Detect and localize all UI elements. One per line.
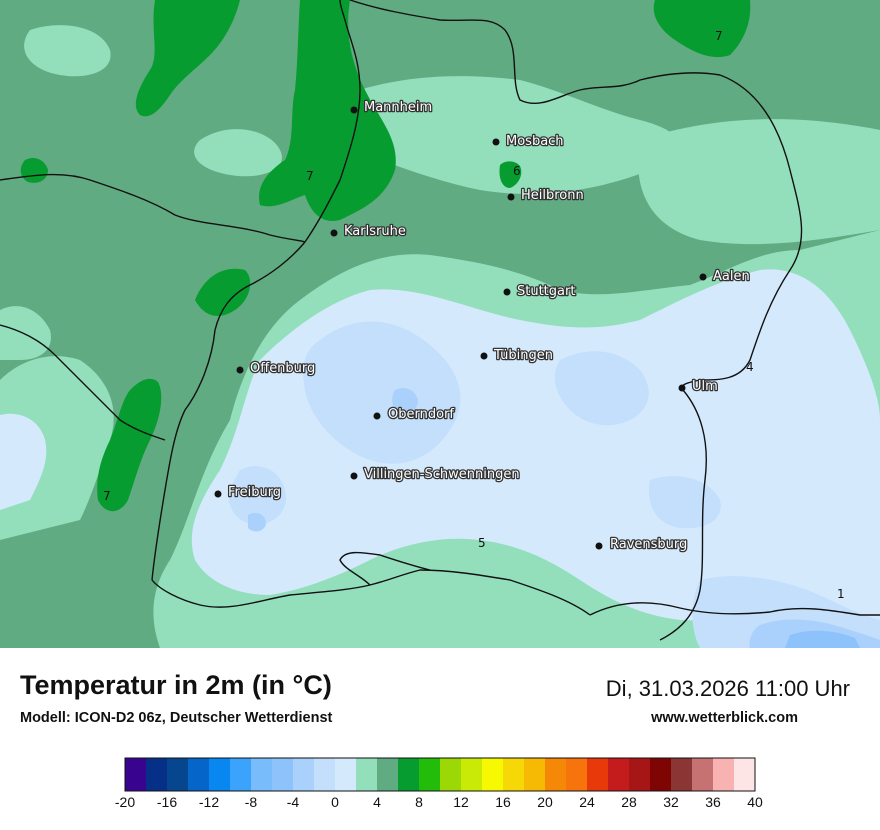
city-aalen: Aalen — [699, 268, 751, 285]
city-villingen-schwenningen: Villingen-Schwenningen — [350, 466, 521, 483]
city-oberndorf: Oberndorf — [373, 406, 456, 423]
legend-bin — [167, 758, 188, 791]
svg-text:Aalen: Aalen — [713, 269, 750, 284]
state-borders — [0, 0, 880, 641]
legend-bin — [188, 758, 209, 791]
legend-tick-label: 16 — [495, 794, 511, 810]
city-mosbach: Mosbach — [492, 133, 565, 150]
temperature-map: 7 6 7 4 7 5 1 Mannheim Mosbach Heilbronn… — [0, 0, 880, 648]
legend-tick-label: 32 — [663, 794, 679, 810]
legend-tick-label: 0 — [331, 794, 339, 810]
contour-label: 7 — [715, 29, 723, 43]
contour-label: 5 — [478, 536, 486, 550]
legend-tick-label: 40 — [747, 794, 763, 810]
temp-zone-6-8 — [20, 0, 751, 512]
city-stuttgart: Stuttgart — [503, 283, 577, 300]
contour-label: 1 — [837, 587, 845, 601]
svg-text:Stuttgart: Stuttgart — [517, 284, 575, 299]
legend-bin — [398, 758, 419, 791]
svg-text:Offenburg: Offenburg — [250, 361, 315, 376]
legend-bin — [650, 758, 671, 791]
legend-bin — [545, 758, 566, 791]
legend-tick-label: 12 — [453, 794, 469, 810]
legend-bin — [440, 758, 461, 791]
legend-bin — [335, 758, 356, 791]
svg-text:Villingen-Schwenningen: Villingen-Schwenningen — [364, 467, 520, 482]
legend-tick-label: 20 — [537, 794, 553, 810]
cities: Mannheim Mosbach Heilbronn Karlsruhe Stu… — [214, 99, 751, 553]
svg-text:Tübingen: Tübingen — [493, 348, 553, 363]
legend-bin — [587, 758, 608, 791]
legend-bin — [524, 758, 545, 791]
svg-text:Ravensburg: Ravensburg — [610, 537, 687, 552]
svg-text:Heilbronn: Heilbronn — [521, 188, 584, 203]
contour-label: 6 — [513, 164, 521, 178]
legend-bin — [230, 758, 251, 791]
svg-text:Ulm: Ulm — [692, 379, 718, 394]
legend-tick-label: 28 — [621, 794, 637, 810]
legend-tick-label: 24 — [579, 794, 595, 810]
map-title: Temperatur in 2m (in °C) — [20, 670, 332, 700]
color-legend: -20 -16 -12 -8 -4 0 4 8 12 16 20 24 28 32 36 40 — [115, 757, 763, 810]
website-link[interactable]: www.wetterblick.com — [651, 710, 798, 726]
legend-bin — [209, 758, 230, 791]
legend-bin — [482, 758, 503, 791]
svg-text:Oberndorf: Oberndorf — [388, 407, 454, 422]
city-ravensburg: Ravensburg — [595, 536, 689, 553]
legend-bin — [125, 758, 146, 791]
legend-bin — [608, 758, 629, 791]
legend-bin — [356, 758, 377, 791]
forecast-datetime: Di, 31.03.2026 11:00 Uhr — [605, 676, 850, 701]
legend-tick-label: 4 — [373, 794, 381, 810]
svg-text:Freiburg: Freiburg — [228, 485, 281, 500]
city-mannheim: Mannheim — [350, 99, 433, 116]
contour-label: 4 — [746, 360, 754, 374]
city-heilbronn: Heilbronn — [507, 187, 585, 204]
legend-bin — [503, 758, 524, 791]
contour-labels: 7 6 7 4 7 5 1 — [103, 29, 845, 601]
legend-bin — [293, 758, 314, 791]
legend-bin — [629, 758, 650, 791]
legend-tick-label: -4 — [287, 794, 300, 810]
legend-frame — [124, 757, 756, 792]
contour-label: 7 — [103, 489, 111, 503]
legend-bin — [272, 758, 293, 791]
legend-bin — [146, 758, 167, 791]
svg-text:Mosbach: Mosbach — [506, 134, 564, 149]
city-tuebingen: Tübingen — [480, 347, 554, 364]
legend-bin — [419, 758, 440, 791]
legend-bin — [461, 758, 482, 791]
city-karlsruhe: Karlsruhe — [330, 223, 407, 240]
legend-bin — [734, 758, 755, 791]
legend-tick-label: -16 — [157, 794, 177, 810]
legend-bin — [692, 758, 713, 791]
svg-text:Karlsruhe: Karlsruhe — [344, 224, 406, 239]
legend-tick-label: -20 — [115, 794, 135, 810]
city-freiburg: Freiburg — [214, 484, 282, 501]
city-ulm: Ulm — [678, 378, 719, 395]
legend-bin — [713, 758, 734, 791]
city-offenburg: Offenburg — [236, 360, 317, 377]
model-source: Modell: ICON-D2 06z, Deutscher Wetterdie… — [20, 710, 333, 726]
legend-bin — [314, 758, 335, 791]
legend-tick-label: -8 — [245, 794, 258, 810]
legend-bin — [566, 758, 587, 791]
temp-zone-minus6-minus4 — [785, 630, 860, 648]
temp-zone-minus2-0 — [228, 321, 880, 648]
footer: Temperatur in 2m (in °C) Modell: ICON-D2… — [0, 648, 880, 830]
legend-bin — [251, 758, 272, 791]
contour-label: 7 — [306, 169, 314, 183]
legend-tick-label: -12 — [199, 794, 219, 810]
svg-text:Mannheim: Mannheim — [364, 100, 432, 115]
legend-bin — [377, 758, 398, 791]
legend-tick-label: 36 — [705, 794, 721, 810]
legend-tick-label: 8 — [415, 794, 423, 810]
legend-bin — [671, 758, 692, 791]
